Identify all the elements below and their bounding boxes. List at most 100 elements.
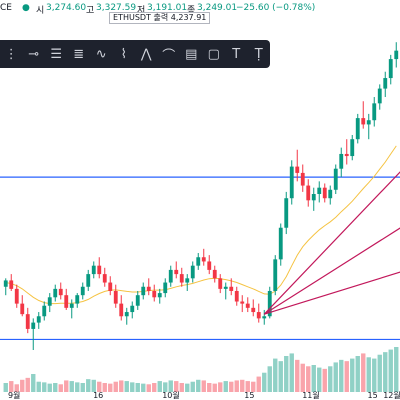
candle-body (135, 295, 140, 306)
volume-bar (344, 361, 349, 392)
volume-bar (31, 374, 36, 392)
candle-body (300, 172, 305, 186)
text-anchor-icon[interactable]: Ṭ (254, 46, 263, 62)
price-tooltip: ETHUSDT 출력 4,237.91 (109, 12, 211, 24)
candle-body (86, 274, 91, 287)
x-tick-label: 15 (244, 391, 254, 400)
status-dot-icon: ● (22, 3, 30, 13)
candle-body (163, 282, 168, 294)
candle-body (179, 274, 184, 283)
drag-handle-icon[interactable]: ⋮ (4, 46, 18, 62)
volume-bar (383, 352, 388, 392)
low-value: 3,191.01 (147, 3, 188, 13)
candle-body (344, 153, 349, 157)
drawing-toolbar: ⋮ ⊸ ☰ ≣ ∿ ⌇ ⋀ ⌒ ▤ ▢ T Ṭ (0, 40, 270, 68)
volume-bar (190, 381, 195, 392)
volume-bar (289, 353, 294, 392)
abc-pattern-icon[interactable]: ⋀ (140, 46, 152, 62)
volume-bar (361, 353, 366, 392)
rectangle-icon[interactable]: ▢ (207, 46, 220, 62)
volume-bar (91, 379, 96, 392)
volume-bar (394, 347, 399, 392)
candle-body (113, 290, 118, 304)
candle-body (361, 118, 366, 125)
close-label: 종 (187, 6, 196, 16)
candle-body (146, 286, 151, 291)
volume-bar (366, 357, 371, 392)
change-value: −25.60 (−0.78%) (236, 3, 316, 13)
volume-bar (306, 366, 311, 392)
candle-body (234, 290, 239, 302)
volume-bar (311, 365, 316, 392)
volume-bar (185, 383, 190, 392)
volume-bar (295, 359, 300, 392)
candle-body (317, 187, 322, 194)
volume-bar (317, 367, 322, 392)
candle-body (251, 307, 256, 313)
candle-body (295, 166, 300, 173)
numbered-pattern-icon[interactable]: ⌇ (120, 46, 127, 62)
candle-body (69, 303, 74, 308)
candle-body (185, 278, 190, 283)
volume-bar (152, 383, 157, 392)
volume-bar (9, 381, 14, 392)
volume-bar (218, 382, 223, 392)
close-value: 3,249.01 (197, 3, 238, 13)
volume-bar (322, 368, 327, 392)
candle-body (9, 280, 14, 289)
candle-body (3, 280, 8, 287)
candle-body (273, 259, 278, 291)
text-icon[interactable]: T (232, 46, 241, 62)
volume-bar (69, 381, 74, 392)
x-tick-label: 16 (93, 391, 103, 400)
volume-bar (179, 383, 184, 392)
candle-body (108, 282, 113, 291)
candle-body (245, 303, 250, 308)
low-label: 저 (137, 6, 146, 16)
candle-body (212, 269, 217, 279)
parallel-lines-icon[interactable]: ☰ (50, 46, 63, 62)
open-label: 시 (36, 6, 45, 16)
volume-bar (135, 383, 140, 392)
volume-bar (273, 358, 278, 392)
volume-bar (102, 383, 107, 392)
candle-body (333, 168, 338, 190)
candle-body (91, 265, 96, 275)
curve-icon[interactable]: ⌒ (162, 48, 176, 64)
candle-body (130, 305, 135, 313)
candle-body (97, 265, 102, 275)
volume-bar (284, 356, 289, 392)
zigzag-icon[interactable]: ∿ (95, 46, 107, 62)
trend-line (263, 227, 400, 315)
volume-bar (42, 382, 47, 392)
volume-bar (207, 383, 212, 392)
multi-lines-icon[interactable]: ≣ (73, 46, 85, 62)
volume-bar (350, 358, 355, 392)
volume-bar (267, 366, 272, 392)
volume-bar (36, 381, 41, 392)
lines-stack-icon[interactable]: ▤ (185, 46, 198, 62)
volume-bar (53, 383, 58, 392)
volume-bar (163, 382, 168, 392)
volume-bar (157, 381, 162, 392)
volume-bar (372, 358, 377, 392)
candle-body (267, 290, 272, 317)
symbol-name[interactable]: CE (0, 3, 12, 13)
candle-body (372, 103, 377, 121)
candle-body (262, 316, 267, 319)
x-tick-label: 9월 (8, 390, 20, 400)
volume-bar (388, 349, 393, 392)
candle-body (75, 295, 80, 304)
trend-line (264, 271, 400, 315)
horizontal-ray-icon[interactable]: ⊸ (28, 46, 40, 62)
candle-body (190, 265, 195, 279)
volume-bar (146, 384, 151, 392)
candle-body (240, 301, 245, 304)
volume-bar (119, 380, 124, 392)
volume-bar (64, 380, 69, 392)
candle-body (278, 227, 283, 260)
candle-body (14, 288, 19, 304)
volume-bar (355, 356, 360, 392)
symbol-ohlc-header: CE ● 시 3,274.60 고 3,327.59 저 3,191.01 종 … (0, 0, 400, 18)
